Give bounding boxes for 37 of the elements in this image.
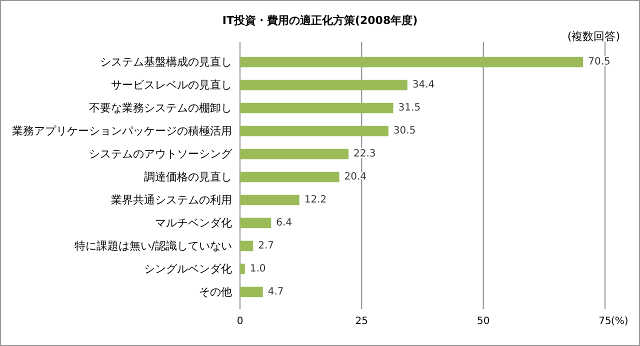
bar (240, 80, 408, 90)
data-label: 31.5 (398, 102, 421, 114)
data-label: 1.0 (250, 263, 266, 274)
x-tick-label: 25 (355, 316, 368, 327)
x-tick-label: 0 (236, 316, 244, 327)
y-tick-label: システムのアウトソーシング (89, 148, 233, 161)
annotation: (複数回答) (567, 30, 620, 43)
data-label: 30.5 (393, 126, 416, 137)
data-label: 4.7 (268, 286, 284, 298)
bar (240, 264, 245, 274)
data-label: 34.4 (412, 80, 435, 91)
bar (240, 286, 263, 298)
data-label: 6.4 (276, 217, 292, 228)
x-tick-label: 75 (598, 316, 612, 327)
bar (240, 126, 388, 136)
bar (240, 218, 272, 228)
data-label: 2.7 (258, 240, 274, 252)
y-tick-label: 特に課題は無い/認識していない (74, 239, 232, 252)
bar (240, 102, 394, 114)
chart-title: IT投資・費用の適正化方策(2008年度) (222, 14, 418, 27)
x-tick-label: 50 (476, 316, 490, 327)
y-tick-label: 調達価格の見直し (144, 170, 232, 184)
x-axis-title: (%) (611, 316, 628, 327)
y-tick-label: 不要な業務システムの棚卸し (89, 102, 232, 115)
bar (240, 172, 340, 182)
y-tick-label: 業界共通システムの利用 (111, 193, 232, 206)
bar (240, 56, 584, 68)
bar (240, 148, 349, 160)
y-tick-label: マルチベンダ化 (155, 216, 232, 230)
bar (240, 240, 254, 252)
bar (240, 194, 300, 206)
data-label: 12.2 (304, 194, 327, 206)
y-tick-label: シングルベンダ化 (144, 262, 232, 276)
y-tick-label: 業務アプリケーションパッケージの積極活用 (12, 124, 232, 138)
y-tick-label: その他 (199, 285, 232, 298)
y-tick-label: サービスレベルの見直し (111, 78, 232, 92)
y-tick-label: システム基盤構成の見直し (100, 56, 232, 69)
